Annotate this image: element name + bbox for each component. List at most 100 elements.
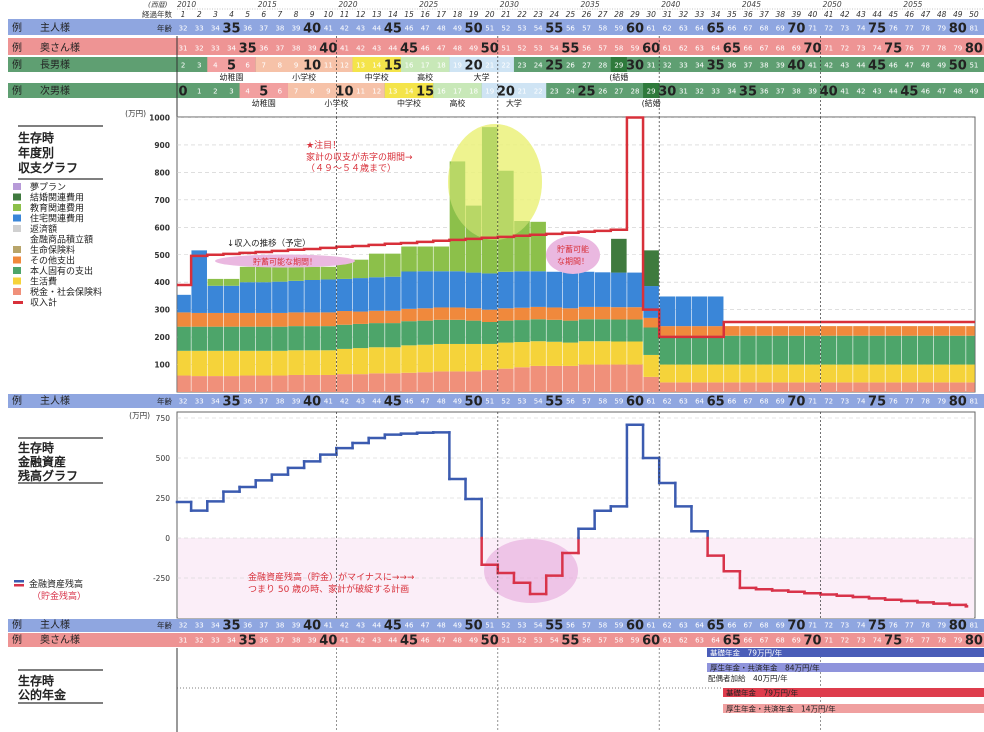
pension-title: 生存時 公的年金 (18, 669, 103, 704)
bar-segment (288, 374, 304, 392)
age-cell: 34 (211, 622, 220, 630)
age-cell: 44 (388, 637, 397, 645)
bar-segment (643, 376, 659, 392)
age-cell: 35 (239, 634, 257, 649)
bar-segment (643, 250, 659, 287)
elapsed-year: 33 (695, 10, 705, 19)
bar-segment (288, 280, 304, 313)
age-cell: 48 (453, 45, 462, 53)
bar-segment (401, 321, 417, 346)
age-cell: 65 (707, 395, 725, 410)
age-cell: 21 (518, 88, 527, 96)
elapsed-year: 37 (759, 10, 769, 19)
age-cell: 37 (259, 622, 268, 630)
stage-label: (結婚 (642, 98, 661, 108)
age-cell: 75 (884, 42, 902, 57)
age-cell: 49 (937, 62, 946, 70)
age-cell: 40 (787, 59, 805, 74)
age-cell: 49 (453, 398, 462, 406)
age-cell: 10 (335, 85, 353, 100)
age-cell: 22 (534, 88, 543, 96)
age-cell: 37 (744, 62, 753, 70)
age-cell: 18 (469, 88, 478, 96)
legend-swatch (13, 225, 21, 232)
age-cell: 39 (308, 45, 317, 53)
age-cell: 38 (275, 398, 284, 406)
legend-swatch (13, 183, 21, 190)
bar-segment (368, 323, 385, 348)
age-cell: 50 (465, 619, 483, 634)
stage-band (287, 83, 385, 98)
bar-segment (901, 364, 918, 383)
bar-segment (611, 341, 627, 365)
age-cell: 31 (179, 45, 188, 53)
age-cell: 61 (663, 45, 672, 53)
bar-segment (207, 312, 224, 327)
bar-segment (691, 326, 708, 336)
age-cell: 76 (889, 622, 898, 630)
age-cell: 36 (243, 25, 252, 33)
bar-segment (691, 335, 708, 365)
age-cell: 47 (421, 25, 430, 33)
age-cell: 4 (213, 62, 218, 70)
age-cell: 45 (384, 619, 402, 634)
bar-segment (320, 374, 337, 392)
bar-segment (177, 294, 191, 313)
pension-label: 厚生年金・共済年金 14万円/年 (726, 704, 836, 714)
age-cell: 59 (631, 637, 640, 645)
row-name: 次男様 (40, 84, 70, 97)
age-cell: 33 (711, 88, 720, 96)
elapsed-year: 26 (582, 10, 592, 19)
age-cell: 67 (744, 622, 753, 630)
bar-segment (498, 170, 514, 272)
elapsed-year: 23 (533, 10, 543, 19)
legend-label: 夢プラン (30, 181, 66, 193)
age-cell: 77 (905, 622, 914, 630)
bar-segment (950, 335, 966, 365)
bar-segment (401, 246, 417, 272)
bar-segment (578, 306, 595, 320)
y-axis-unit: (万円) (129, 411, 150, 420)
age-label: 年齢 (157, 620, 172, 630)
bar-segment (288, 326, 304, 351)
age-cell: 71 (824, 637, 833, 645)
bar-segment (546, 307, 563, 320)
age-cell: 80 (965, 634, 983, 649)
age-cell: 34 (211, 25, 220, 33)
elapsed-year: 21 (501, 10, 511, 19)
age-cell: 28 (631, 88, 640, 96)
legend-swatch (13, 301, 23, 304)
age-cell: 26 (566, 62, 575, 70)
age-cell: 64 (695, 622, 704, 630)
age-cell: 46 (405, 25, 414, 33)
bar-segment (820, 326, 837, 336)
age-cell: 66 (744, 45, 753, 53)
bar-segment (546, 319, 563, 342)
bar-segment (837, 326, 853, 336)
age-cell: 36 (760, 88, 769, 96)
y-tick-label: 1000 (149, 114, 170, 123)
bar-segment (272, 326, 288, 351)
bar-segment (401, 308, 417, 322)
bar-segment (433, 371, 450, 392)
age-cell: 47 (437, 45, 446, 53)
age-cell: 25 (578, 85, 596, 100)
bar-segment (177, 350, 191, 376)
bar-segment (901, 335, 918, 365)
annotation-deficit-range: （４９～５４歳まで） (306, 162, 396, 174)
age-cell: 72 (824, 622, 833, 630)
stage-label: 小学校 (324, 98, 348, 108)
age-cell: 53 (518, 622, 527, 630)
age-cell: 71 (824, 45, 833, 53)
stage-label: 大学 (506, 98, 522, 108)
row-example-label: 例 (12, 84, 22, 97)
age-cell: 45 (868, 59, 886, 74)
bar-segment (256, 266, 272, 283)
age-cell: 54 (534, 622, 543, 630)
elapsed-year: 19 (469, 10, 479, 19)
stage-label: 幼稚園 (219, 72, 243, 82)
legend-label: 税金・社会保険料 (30, 286, 102, 298)
bar-segment (885, 335, 901, 365)
age-cell: 74 (856, 622, 865, 630)
age-cell: 41 (340, 45, 349, 53)
